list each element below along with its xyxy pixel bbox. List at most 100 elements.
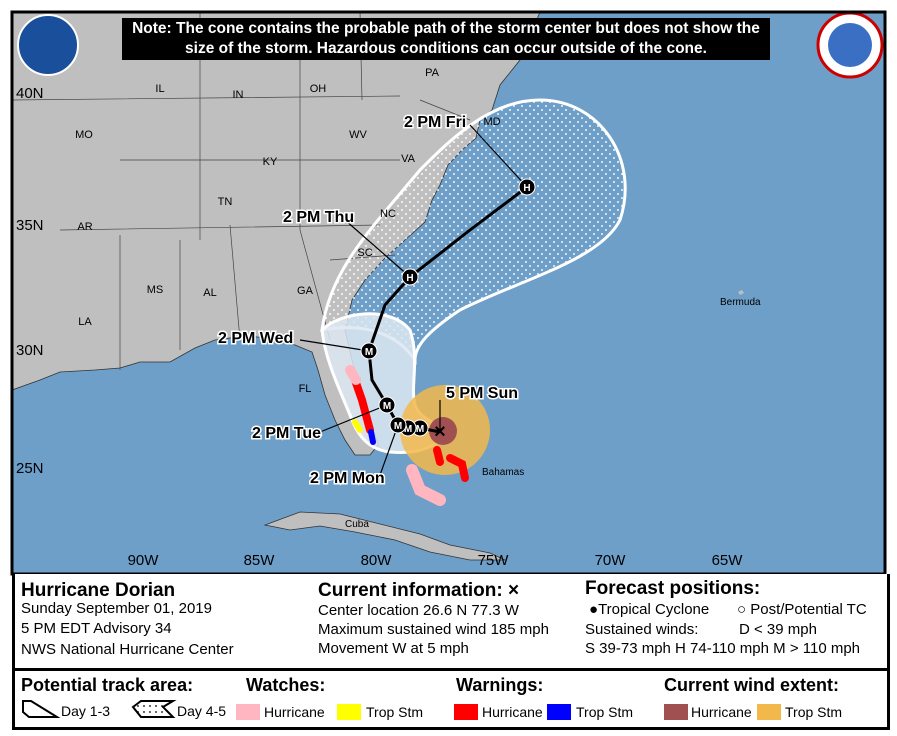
noaa-logo (17, 14, 79, 76)
day-1-3-cone-icon (22, 700, 61, 718)
forecast-title: Forecast positions: (585, 578, 761, 599)
legend-panel: Potential track area: Day 1-3 Day 4-5 Wa… (12, 668, 890, 730)
lon-label: 85W (244, 552, 276, 569)
forecast-position-marker (401, 268, 419, 286)
lat-label: 40N (16, 85, 44, 102)
movement: Movement W at 5 mph (318, 640, 469, 657)
lon-label: 65W (712, 552, 744, 569)
trop-stm-wind-swatch (757, 704, 781, 720)
wind-extent-title: Current wind extent: (664, 675, 840, 695)
place-label: Bahamas (482, 467, 524, 478)
watches-title: Watches: (246, 675, 326, 695)
lon-label: 70W (595, 552, 627, 569)
forecast-intensity-label: M (394, 421, 402, 432)
forecast-intensity-label: H (523, 183, 530, 194)
nws-logo-inner (828, 23, 872, 67)
state-label: MO (75, 129, 93, 141)
state-label: GA (297, 285, 314, 297)
forecast-intensity-label: M (383, 401, 391, 412)
hurricane-wind-extent (429, 417, 457, 445)
forecast-position-marker (360, 342, 378, 360)
cuba (263, 511, 506, 561)
tropical-cyclone-legend: ●Tropical Cyclone (589, 601, 709, 618)
state-label: IN (233, 89, 244, 101)
tropical-cyclone-label: Tropical Cyclone (598, 601, 710, 618)
forecast-position-marker (378, 396, 396, 414)
place-label: Bermuda (720, 297, 761, 308)
advisory-number: 5 PM EDT Advisory 34 (21, 620, 172, 637)
lon-label: 80W (361, 552, 393, 569)
state-label: OH (310, 83, 327, 95)
day-1-3-label: Day 1-3 (61, 703, 111, 719)
sustained-winds-label: Sustained winds: (585, 621, 699, 638)
state-label: AR (77, 221, 92, 233)
post-tc-label: Post/Potential TC (750, 601, 867, 618)
hurricane-watch-label: Hurricane (264, 704, 325, 720)
day-4-5-label: Day 4-5 (177, 703, 227, 719)
center-location: Center location 26.6 N 77.3 W (318, 602, 519, 619)
state-label: MD (483, 116, 500, 128)
state-label: AL (203, 287, 216, 299)
hurricane-wind-label: Hurricane (691, 704, 752, 720)
place-label: Cuba (345, 519, 369, 530)
hurricane-wind-swatch (664, 704, 688, 720)
forecast-time-label: 2 PM Thu (283, 209, 354, 226)
cone-note: Note: The cone contains the probable pat… (122, 18, 770, 60)
post-tc-legend: ○ Post/Potential TC (737, 601, 867, 618)
lon-label: 90W (128, 552, 160, 569)
trop-stm-watch-swatch (337, 704, 361, 720)
open-circle-icon: ○ (737, 601, 751, 618)
forecast-position-marker (389, 416, 407, 434)
forecast-intensity-label: H (406, 273, 413, 284)
state-label: PA (425, 67, 440, 79)
forecast-intensity-label: M (404, 424, 412, 435)
day-4-5-cone-icon (131, 700, 177, 718)
hurricane-watch-swatch (236, 704, 260, 720)
state-label: WV (349, 129, 367, 141)
forecast-time-label: 2 PM Wed (218, 330, 293, 347)
lon-label: 75W (478, 552, 510, 569)
issuing-center: NWS National Hurricane Center (21, 641, 234, 658)
forecast-time-label: 2 PM Mon (310, 470, 385, 487)
state-label: KY (263, 156, 278, 168)
storm-name: Hurricane Dorian (21, 580, 176, 601)
advisory-date: Sunday September 01, 2019 (21, 600, 212, 617)
forecast-position-marker (518, 178, 536, 196)
state-label: LA (78, 316, 92, 328)
current-position-x-icon: × (434, 421, 446, 443)
track-area-title: Potential track area: (21, 675, 194, 695)
info-panel: Hurricane Dorian Sunday September 01, 20… (12, 574, 890, 671)
bermuda (738, 290, 744, 295)
trop-stm-warning-swatch (547, 704, 571, 720)
lat-label: 30N (16, 342, 44, 359)
trop-stm-warning-label: Trop Stm (576, 704, 634, 720)
warnings-title: Warnings: (456, 675, 544, 695)
current-info-title: Current information: × (318, 580, 520, 601)
forecast-time-label: 5 PM Sun (446, 385, 518, 402)
state-label: NC (380, 208, 396, 220)
max-wind: Maximum sustained wind 185 mph (318, 621, 549, 638)
trop-stm-watch-label: Trop Stm (366, 704, 424, 720)
lat-label: 35N (16, 217, 44, 234)
forecast-time-label: 2 PM Fri (404, 114, 466, 131)
forecast-time-label: 2 PM Tue (252, 425, 321, 442)
forecast-label-leaders (299, 124, 528, 476)
filled-circle-icon: ● (589, 601, 599, 618)
trop-stm-wind-label: Trop Stm (785, 704, 843, 720)
lat-label: 25N (16, 460, 44, 477)
warnings (345, 365, 469, 506)
state-label: FL (299, 383, 312, 395)
hurricane-warning-label: Hurricane (482, 704, 543, 720)
forecast-intensity-label: M (416, 424, 424, 435)
shm-categories: S 39-73 mph H 74-110 mph M > 110 mph (585, 640, 861, 657)
forecast-intensity-label: M (365, 347, 373, 358)
state-label: IL (155, 83, 164, 95)
d-category: D < 39 mph (739, 621, 817, 638)
state-label: MS (147, 284, 164, 296)
state-label: TN (218, 196, 233, 208)
state-label: VA (401, 153, 416, 165)
state-label: SC (357, 247, 372, 259)
